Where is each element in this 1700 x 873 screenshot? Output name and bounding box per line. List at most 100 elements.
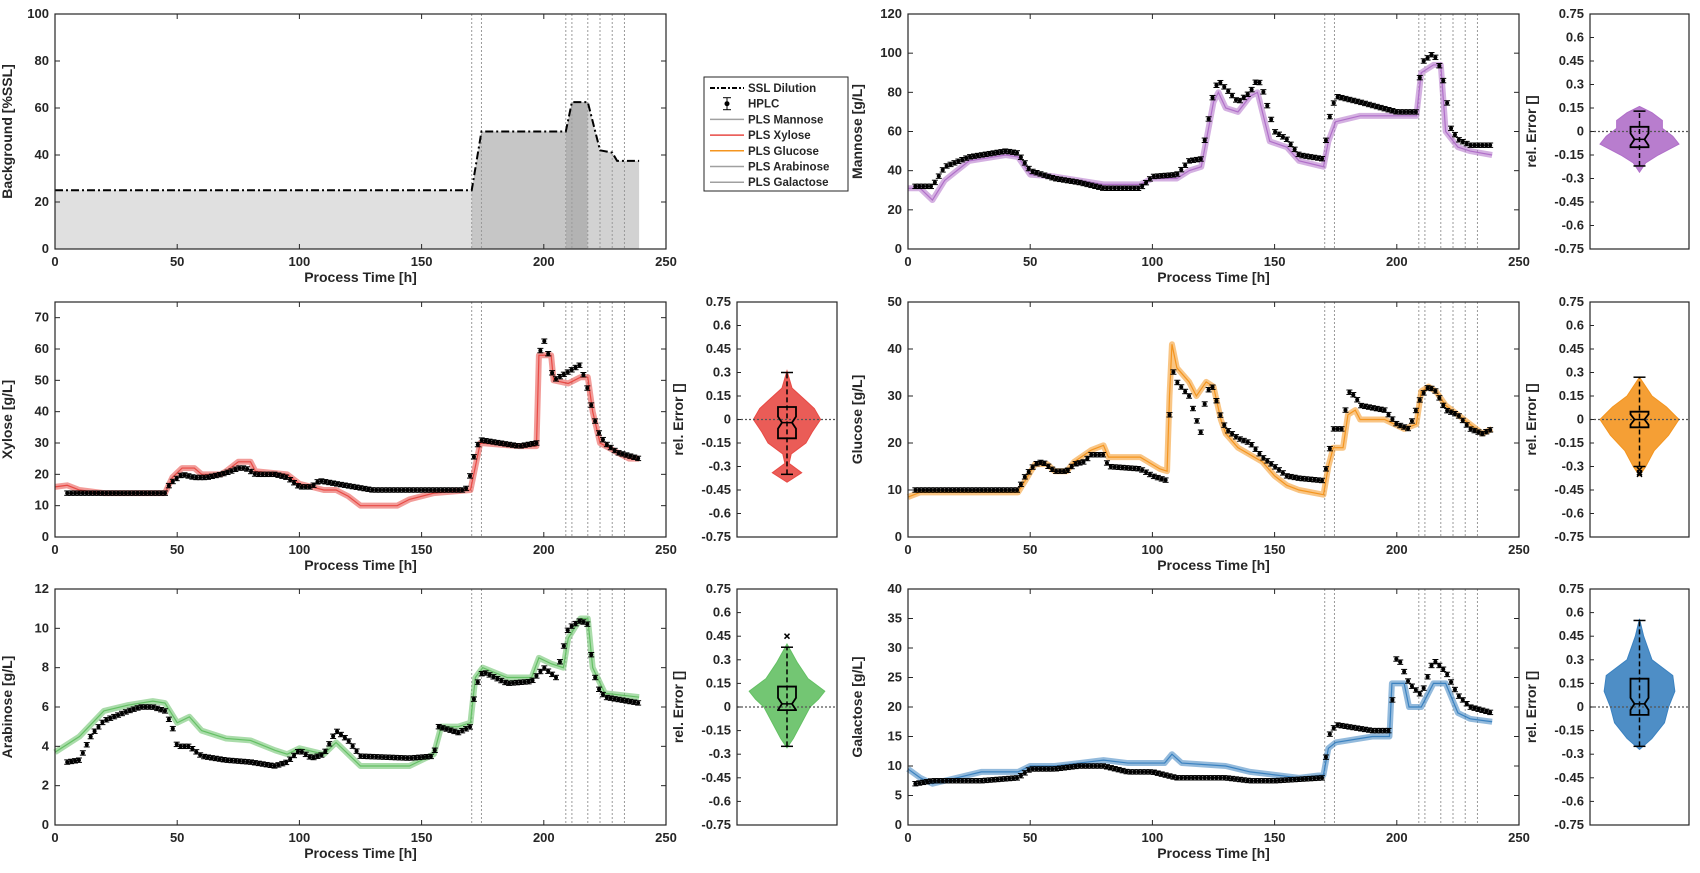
hplc-point [1222, 775, 1227, 780]
hplc-point [123, 709, 128, 714]
y-tick-label: 15 [888, 729, 902, 744]
hplc-point [487, 439, 492, 444]
hplc-point [1339, 723, 1344, 728]
x-tick-label: 0 [904, 830, 911, 845]
hplc-point [597, 430, 602, 435]
hplc-point [1280, 470, 1285, 475]
y-tick-label: 10 [35, 620, 49, 635]
axes: 0 10 20 30 40 50 0 50 100 150 200 250 Process Time [… [849, 294, 1530, 573]
hplc-point [995, 488, 1000, 492]
y-tick-label: -0.6 [709, 506, 731, 521]
hplc-point [256, 761, 261, 766]
hplc-point [960, 157, 965, 162]
hplc-point [1308, 154, 1313, 159]
y-tick-label: 40 [888, 581, 902, 596]
hplc-point [1245, 440, 1250, 445]
hplc-point [1210, 385, 1215, 390]
hplc-point [249, 469, 254, 474]
y-tick-label: 80 [888, 84, 902, 99]
hplc-point [1140, 769, 1145, 774]
hplc-point [632, 700, 637, 705]
hplc-point [1187, 775, 1192, 780]
hplc-point [1241, 438, 1246, 443]
y-tick-label: -0.45 [1554, 194, 1584, 209]
hplc-point [1456, 413, 1461, 418]
hplc-point [1382, 408, 1387, 413]
hplc-point [499, 441, 504, 446]
hplc-point [385, 755, 390, 760]
violin-shape [1603, 618, 1676, 751]
hplc-point [1327, 114, 1332, 119]
hplc-point [233, 758, 238, 763]
hplc-point [170, 726, 175, 731]
y-tick-label: 35 [888, 611, 902, 626]
violin-plot: -0.75 -0.6 -0.45 -0.3 -0.15 0 0.15 0.3 0.45 0.6 0.… [1523, 581, 1690, 832]
hplc-point [143, 491, 148, 496]
y-tick-label: 0.75 [706, 581, 731, 596]
hplc-point [366, 487, 371, 492]
hplc-point [1406, 109, 1411, 114]
violin-y-axis-label: rel. Error [] [1523, 383, 1539, 455]
hplc-point [1276, 467, 1281, 472]
x-tick-label: 250 [1508, 542, 1530, 557]
hplc-point [1335, 723, 1340, 728]
hplc-point [1347, 390, 1352, 395]
hplc-point [1257, 778, 1262, 783]
hplc-point [1108, 186, 1113, 191]
y-tick-label: 20 [35, 194, 49, 209]
hplc-point [1015, 150, 1020, 155]
y-tick-label: -0.15 [1554, 723, 1584, 738]
hplc-point [1222, 423, 1227, 428]
hplc-point [1312, 477, 1317, 482]
hplc-point [292, 480, 297, 485]
y-tick-label: 50 [888, 294, 902, 309]
hplc-point [1128, 466, 1133, 471]
hplc-point [245, 467, 250, 472]
legend-label: HPLC [748, 99, 779, 111]
legend-label: PLS Galactose [748, 177, 829, 189]
y-tick-label: -0.15 [701, 723, 731, 738]
hplc-point [471, 454, 476, 459]
legend-hplc-marker [724, 101, 730, 107]
hplc-point [1104, 460, 1109, 465]
hplc-point [1472, 428, 1477, 433]
hplc-point [507, 681, 512, 686]
hplc-point [1284, 137, 1289, 142]
hplc-point [424, 488, 429, 492]
hplc-point [194, 475, 199, 480]
hplc-point [948, 162, 953, 167]
hplc-point [1003, 776, 1008, 781]
y-tick-label: 12 [35, 581, 49, 596]
hplc-point [1222, 84, 1227, 89]
hplc-point [956, 778, 961, 783]
hplc-point [166, 717, 171, 722]
outlier-marker [783, 633, 791, 640]
hplc-point [1073, 179, 1078, 184]
y-tick-label: 10 [35, 498, 49, 513]
hplc-point [1022, 160, 1027, 165]
hplc-point [1218, 80, 1223, 85]
hplc-point [1108, 464, 1113, 469]
axes: 0 5 10 15 20 25 30 35 40 0 50 100 150 200 250 Process T… [849, 581, 1530, 861]
y-tick-label: 0.15 [1559, 388, 1584, 403]
hplc-point [1280, 134, 1285, 139]
hplc-point [612, 448, 617, 453]
hplc-point [1194, 157, 1199, 162]
hplc-point [288, 757, 293, 762]
hplc-point [1058, 177, 1063, 182]
ssl-dilution-line [55, 101, 640, 192]
hplc-point [393, 755, 398, 760]
hplc-point [1124, 769, 1129, 774]
y-tick-label: -0.75 [1554, 241, 1584, 256]
y-tick-label: -0.15 [701, 435, 731, 450]
hplc-point [1179, 775, 1184, 780]
x-tick-label: 50 [170, 830, 184, 845]
y-tick-label: -0.6 [1562, 793, 1584, 808]
hplc-point [1097, 452, 1102, 457]
hplc-point [999, 777, 1004, 782]
hplc-point [178, 744, 183, 749]
hplc-point [1011, 150, 1016, 155]
hplc-point [1190, 775, 1195, 780]
hplc-point [913, 488, 918, 492]
